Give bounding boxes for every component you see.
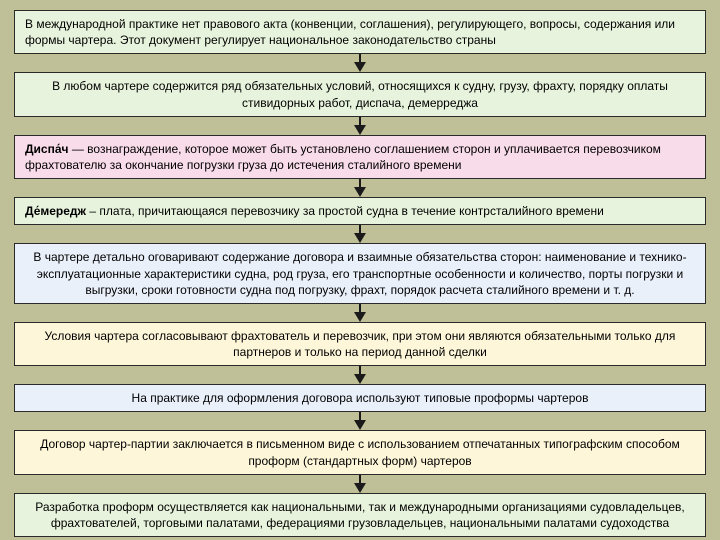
arrow-down	[14, 475, 706, 493]
arrow-down	[14, 225, 706, 243]
flow-node: Диспа́ч — вознаграждение, которое может …	[14, 135, 706, 179]
node-term: Де́мередж	[25, 204, 86, 218]
flow-node: В международной практике нет правового а…	[14, 10, 706, 54]
flowchart-root: В международной практике нет правового а…	[14, 10, 706, 537]
node-text: В чартере детально оговаривают содержани…	[33, 250, 686, 296]
flow-node: Условия чартера согласовывают фрахтовате…	[14, 322, 706, 366]
node-text: Разработка проформ осуществляется как на…	[35, 500, 684, 530]
arrow-down	[14, 117, 706, 135]
arrow-down	[14, 366, 706, 384]
flow-node: Де́мередж – плата, причитающаяся перевоз…	[14, 197, 706, 225]
flow-node: В чартере детально оговаривают содержани…	[14, 243, 706, 304]
arrow-down	[14, 304, 706, 322]
arrow-down	[14, 54, 706, 72]
arrow-down	[14, 179, 706, 197]
node-text: Договор чартер-партии заключается в пись…	[40, 437, 680, 467]
arrow-down	[14, 412, 706, 430]
node-text: На практике для оформления договора испо…	[132, 391, 589, 405]
node-text: – плата, причитающаяся перевозчику за пр…	[86, 204, 604, 218]
flow-node: На практике для оформления договора испо…	[14, 384, 706, 412]
flow-node: Договор чартер-партии заключается в пись…	[14, 430, 706, 474]
node-text: Условия чартера согласовывают фрахтовате…	[45, 329, 676, 359]
flow-node: В любом чартере содержится ряд обязатель…	[14, 72, 706, 116]
node-term: Диспа́ч	[25, 142, 69, 156]
flow-node: Разработка проформ осуществляется как на…	[14, 493, 706, 537]
node-text: — вознаграждение, которое может быть уст…	[25, 142, 661, 172]
node-text: В международной практике нет правового а…	[25, 17, 675, 47]
node-text: В любом чартере содержится ряд обязатель…	[52, 79, 668, 109]
